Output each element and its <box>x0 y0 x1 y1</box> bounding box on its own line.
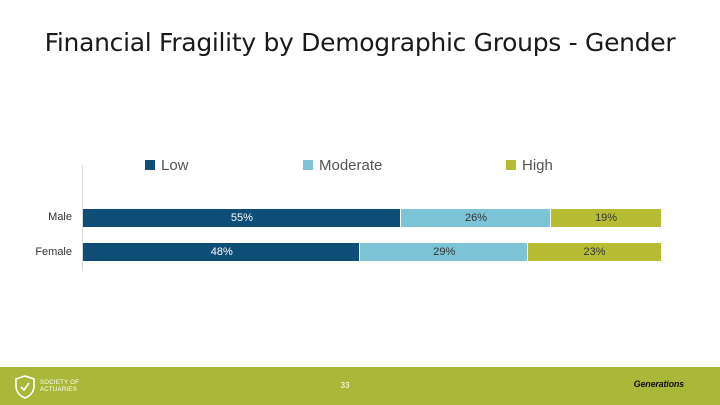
bar-moderate-male <box>400 209 551 227</box>
page-number: 33 <box>340 381 350 390</box>
brand-wordmark: Generations <box>633 379 685 389</box>
data-label-low-male: 55% <box>230 212 253 224</box>
soa-logo: SOCIETY OF ACTUARIES <box>14 375 86 399</box>
legend-label-moderate: Moderate <box>319 156 383 174</box>
bar-high-female <box>528 243 661 261</box>
logo-text-line2: ACTUARIES <box>40 387 78 393</box>
bar-low-male <box>83 209 400 227</box>
bar-row-female: 48% 29% 23% <box>83 243 661 261</box>
legend-label-high: High <box>522 156 553 174</box>
bar-row-male: 55% 26% 19% <box>83 209 661 227</box>
data-label-moderate-male: 26% <box>465 212 488 224</box>
legend-swatch-moderate <box>303 160 313 170</box>
legend-item-high: High <box>506 155 553 175</box>
y-axis-line <box>82 165 83 271</box>
category-label-male: Male <box>48 211 72 223</box>
data-label-moderate-female: 29% <box>433 246 456 258</box>
shield-icon <box>15 375 35 399</box>
category-label-female: Female <box>35 246 72 258</box>
chart-title: Financial Fragility by Demographic Group… <box>44 28 676 57</box>
data-label-high-male: 19% <box>595 212 618 224</box>
data-label-low-female: 48% <box>210 246 233 258</box>
data-label-high-female: 23% <box>583 246 606 258</box>
bar-high-male <box>551 209 661 227</box>
bar-low-female <box>83 243 360 261</box>
bar-moderate-female <box>360 243 528 261</box>
legend-swatch-high <box>506 160 516 170</box>
legend-label-low: Low <box>161 156 189 174</box>
footer-bar: SOCIETY OF ACTUARIES 33 Generations <box>0 367 720 405</box>
legend-item-low: Low <box>145 155 189 175</box>
legend-item-moderate: Moderate <box>303 155 382 175</box>
legend-swatch-low <box>145 160 155 170</box>
logo-text-line1: SOCIETY OF <box>40 380 80 386</box>
